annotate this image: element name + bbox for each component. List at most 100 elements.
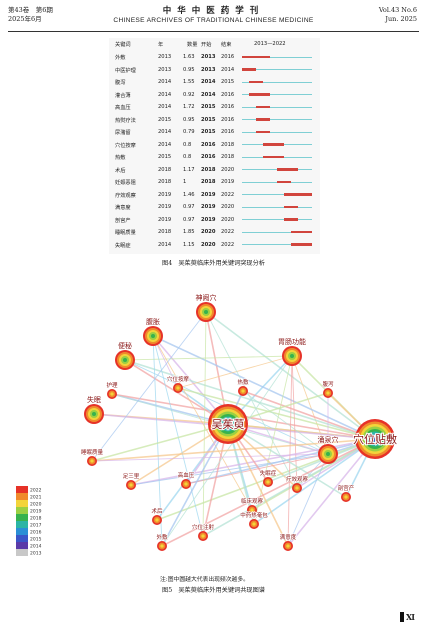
node-ring — [286, 544, 290, 548]
burst-row: 热熨疗法 2015 0.95 2015 2016 — [109, 115, 320, 126]
legend-year: 2015 — [30, 537, 42, 543]
node-ring — [266, 480, 270, 484]
legend-year: 2013 — [30, 551, 42, 557]
burst-begin: 2018 — [201, 166, 216, 173]
node-ring — [123, 358, 127, 362]
burst-begin: 2019 — [201, 191, 216, 198]
burst-begin: 2018 — [201, 179, 216, 185]
node-ring — [176, 386, 180, 390]
col-header-keyword: 关键词 — [115, 42, 131, 48]
legend-year: 2018 — [30, 516, 42, 522]
node-ring — [250, 508, 254, 512]
burst-row: 满意度 2019 0.97 2019 2020 — [109, 202, 320, 213]
burst-timeline — [242, 106, 312, 108]
burst-begin: 2014 — [201, 91, 216, 98]
network-edge — [152, 335, 204, 537]
burst-timeline — [242, 231, 312, 233]
burst-strength: 1.17 — [183, 166, 195, 173]
burst-begin: 2015 — [201, 104, 216, 110]
network-node: 剖宫产 — [337, 483, 355, 502]
network-edge — [242, 390, 376, 440]
legend-year: 2022 — [30, 488, 42, 494]
burst-period-bar — [256, 105, 270, 109]
network-edge — [227, 423, 289, 547]
col-header-year: 年 — [158, 42, 164, 48]
burst-strength: 0.92 — [183, 91, 195, 98]
col-header-strength: 数量 — [187, 42, 198, 48]
network-edge — [130, 453, 329, 486]
legend-swatch — [16, 535, 28, 542]
node-label: 穴位贴敷 — [353, 432, 397, 446]
legend-swatch — [16, 500, 28, 507]
burst-strength: 0.8 — [183, 154, 192, 160]
burst-strength: 1.63 — [183, 54, 195, 60]
burst-period-bar — [263, 143, 284, 146]
journal-title-en: CHINESE ARCHIVES OF TRADITIONAL CHINESE … — [113, 17, 314, 24]
burst-timeline — [242, 194, 312, 196]
burst-period-bar — [256, 118, 270, 121]
node-ring — [110, 392, 114, 396]
burst-period-bar — [291, 243, 312, 246]
network-edge — [227, 423, 347, 498]
burst-strength: 1.55 — [183, 79, 195, 85]
burst-row: 剖宫产 2019 0.97 2019 2020 — [109, 215, 320, 226]
network-node: 满意度 — [279, 532, 297, 551]
burst-row: 外敷 2013 1.63 2013 2016 — [109, 52, 320, 63]
burst-end: 2016 — [221, 129, 235, 135]
node-label: 热敷 — [237, 378, 249, 386]
node-label: 睡眠质量 — [81, 448, 104, 456]
burst-year: 2014 — [158, 129, 172, 135]
network-node: 睡眠质量 — [80, 447, 104, 466]
node-ring — [90, 459, 94, 463]
network-edge — [152, 335, 253, 511]
burst-end: 2016 — [221, 116, 235, 123]
node-label: 腹胀 — [146, 317, 160, 326]
burst-row: 灌合薄 2014 0.92 2014 2016 — [109, 90, 320, 101]
network-node: 涌泉穴 — [317, 434, 339, 464]
network-node: 腹泻 — [322, 379, 335, 398]
network-edge — [287, 355, 293, 547]
node-label: 神阙穴 — [196, 293, 217, 302]
burst-end: 2016 — [221, 91, 235, 98]
burst-end: 2016 — [221, 104, 235, 110]
burst-keyword: 穴位按摩 — [115, 142, 136, 149]
burst-strength: 0.97 — [183, 216, 195, 223]
network-edge — [124, 355, 293, 361]
node-label: 疗效观察 — [286, 475, 309, 483]
burst-strength: 0.95 — [183, 66, 195, 73]
node-ring — [201, 534, 205, 538]
node-ring — [326, 452, 330, 456]
legend-year: 2021 — [30, 495, 42, 501]
figure5-note: 注:图中圆越大代表出现频次越多。 — [160, 577, 249, 583]
burst-strength: 1 — [183, 179, 187, 185]
burst-row: 腹泻 2014 1.55 2014 2015 — [109, 77, 320, 88]
burst-year: 2018 — [158, 166, 172, 173]
burst-keyword: 剖宫产 — [115, 217, 131, 224]
legend-swatch — [16, 507, 28, 514]
burst-begin: 2013 — [201, 54, 216, 60]
burst-strength: 0.8 — [183, 141, 192, 148]
burst-keyword: 睡眠质量 — [115, 230, 136, 236]
burst-strength: 0.79 — [183, 129, 195, 135]
network-node: 高血压 — [177, 470, 195, 489]
network-node: 术后 — [151, 506, 164, 525]
keyword-burst-table: 关键词 年 数量 开始 结束 2013—2022 外敷 2013 1.63 2013 2… — [109, 38, 320, 254]
node-ring — [155, 518, 159, 522]
burst-timeline — [242, 219, 312, 221]
network-edge — [291, 355, 329, 455]
burst-end: 2015 — [221, 79, 235, 85]
burst-row: 术后 2018 1.17 2018 2020 — [109, 165, 320, 176]
burst-end: 2022 — [221, 229, 235, 235]
burst-row: 穴位按摩 2014 0.8 2016 2018 — [109, 140, 320, 151]
burst-year: 2018 — [158, 179, 172, 185]
burst-period-bar — [277, 180, 291, 184]
burst-year: 2014 — [158, 91, 172, 98]
node-label: 便秘 — [118, 341, 132, 350]
legend-swatch — [16, 521, 28, 528]
network-node: 穴位按摩 — [166, 374, 190, 393]
burst-year: 2015 — [158, 154, 172, 160]
burst-period-bar — [256, 130, 270, 134]
node-label: 足三里 — [123, 473, 140, 480]
network-edge — [287, 438, 376, 547]
burst-end: 2018 — [221, 141, 235, 148]
